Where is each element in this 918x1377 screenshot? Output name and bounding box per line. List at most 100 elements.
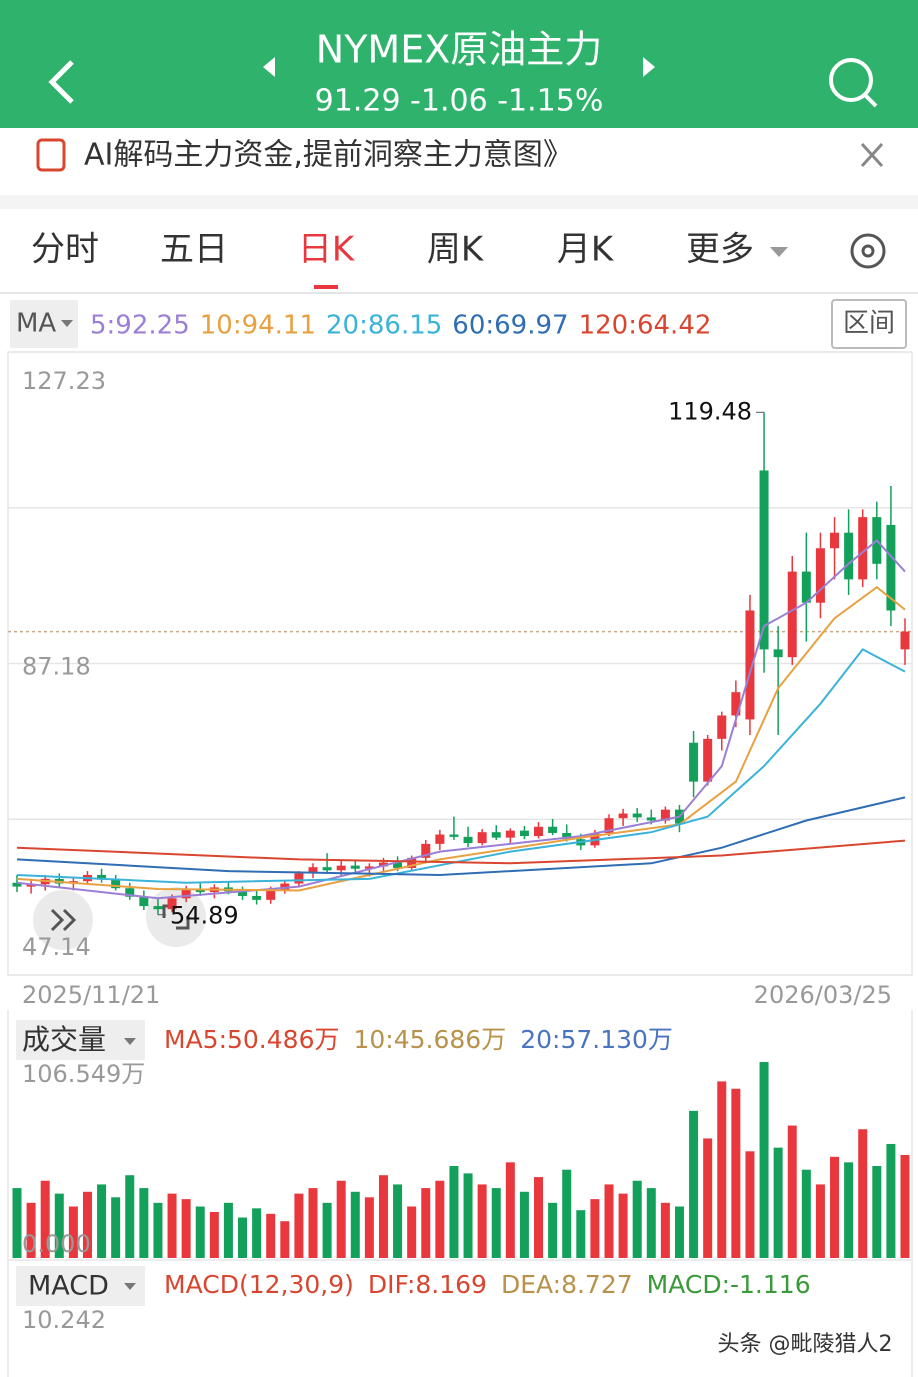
min-label: 54.89: [170, 902, 239, 930]
candle-body: [238, 891, 248, 896]
ma-selector-label[interactable]: MA: [16, 309, 56, 339]
candle-body: [491, 832, 501, 838]
candle-body: [364, 866, 374, 869]
volume-bar: [280, 1221, 290, 1258]
next-arrow[interactable]: [643, 57, 655, 77]
ma-legend-entry: 120:64.42: [579, 311, 712, 341]
tab[interactable]: 分时: [31, 230, 99, 270]
volume-bar: [238, 1217, 248, 1258]
header-bar: [0, 0, 918, 128]
volume-selector[interactable]: [16, 1020, 145, 1060]
candle-body: [505, 830, 515, 838]
volume-bar: [308, 1188, 318, 1258]
volume-bar: [632, 1180, 642, 1258]
macd-legend-entry: MACD:-1.116: [647, 1270, 811, 1299]
banner-icon: [36, 138, 66, 172]
volume-bar: [674, 1206, 684, 1258]
candle-body: [604, 818, 614, 833]
tab[interactable]: 月K: [557, 230, 615, 270]
volume-bar: [590, 1199, 600, 1258]
volume-bar: [618, 1193, 628, 1258]
banner-text[interactable]: AI解码主力资金,提前洞察主力意图》: [84, 138, 573, 173]
candle-body: [421, 843, 431, 858]
fullscreen-button[interactable]: [146, 887, 206, 947]
tab-indicator: [314, 285, 338, 289]
volume-bar: [689, 1110, 699, 1258]
candle-body: [745, 610, 755, 720]
candle-body: [294, 873, 304, 884]
volume-bar: [731, 1088, 741, 1258]
macd-legend-entry: MACD(12,30,9): [164, 1270, 354, 1299]
candle-body: [463, 836, 473, 844]
candle-body: [378, 862, 388, 867]
volume-bar: [336, 1180, 346, 1258]
candle-body: [308, 867, 318, 874]
macd-title[interactable]: MACD: [28, 1271, 109, 1302]
volume-title[interactable]: 成交量: [22, 1023, 106, 1056]
volume-bar: [153, 1202, 163, 1258]
candle-body: [660, 809, 670, 821]
volume-bar: [717, 1081, 727, 1258]
back-button[interactable]: [48, 60, 74, 104]
volume-bar: [40, 1180, 50, 1258]
volume-bar: [646, 1188, 656, 1258]
volume-bar: [54, 1193, 64, 1258]
settings-button[interactable]: [850, 233, 886, 269]
candle-body: [111, 879, 121, 889]
prev-arrow[interactable]: [263, 57, 275, 77]
candle-body: [12, 882, 22, 887]
candle-body: [252, 895, 262, 900]
volume-tick-label: 106.549万: [22, 1060, 145, 1088]
candle-body: [646, 817, 656, 821]
volume-bar: [294, 1193, 304, 1258]
banner-close[interactable]: [860, 142, 884, 168]
header-quote: 91.29 -1.06 -1.15%: [315, 84, 604, 119]
candle-body: [534, 826, 544, 837]
volume-tick-label: 0.000: [22, 1230, 91, 1258]
ma-legend-entry: 5:92.25: [90, 311, 190, 341]
candle-body: [435, 834, 445, 844]
volume-legend-entry: MA5:50.486万: [164, 1025, 339, 1054]
volume-bar: [801, 1169, 811, 1258]
candle-body: [717, 715, 727, 739]
candle-body: [26, 884, 36, 887]
ma-caret: [61, 320, 73, 327]
tab[interactable]: 更多: [686, 230, 754, 270]
candle-body: [815, 548, 825, 603]
candle-body: [844, 532, 854, 580]
volume-bar: [773, 1147, 783, 1258]
volume-bar: [534, 1177, 544, 1258]
ma-legend-entry: 20:86.15: [326, 311, 442, 341]
volume-bar: [68, 1206, 78, 1258]
volume-bar: [350, 1191, 360, 1258]
volume-bar: [830, 1156, 840, 1258]
volume-bar: [745, 1151, 755, 1258]
volume-bar: [82, 1191, 92, 1258]
range-button-label[interactable]: 区间: [843, 309, 895, 339]
tab[interactable]: 五日: [160, 230, 228, 270]
volume-bar: [322, 1202, 332, 1258]
range-button[interactable]: [831, 299, 907, 349]
y-tick-label: 87.18: [22, 653, 91, 681]
search-button[interactable]: [829, 58, 873, 102]
volume-bar: [26, 1202, 36, 1258]
volume-bar: [209, 1212, 219, 1258]
tab[interactable]: 日K: [298, 230, 356, 270]
volume-bar: [576, 1210, 586, 1258]
volume-bar: [872, 1166, 882, 1258]
x-label: 2025/11/21: [22, 981, 160, 1009]
max-label: 119.48: [668, 397, 752, 425]
macd-selector[interactable]: [16, 1266, 145, 1306]
candle-body: [689, 742, 699, 782]
more-caret: [770, 247, 788, 257]
candle-body: [773, 649, 783, 658]
tab[interactable]: 周K: [427, 230, 485, 270]
candle-body: [477, 832, 487, 844]
candle-body: [449, 834, 459, 837]
ma-line: [16, 585, 906, 892]
volume-bar: [252, 1208, 262, 1258]
volume-bar: [111, 1197, 121, 1258]
y-tick-label: 127.23: [22, 367, 106, 395]
volume-bar: [181, 1199, 191, 1258]
volume-bar: [660, 1202, 670, 1258]
